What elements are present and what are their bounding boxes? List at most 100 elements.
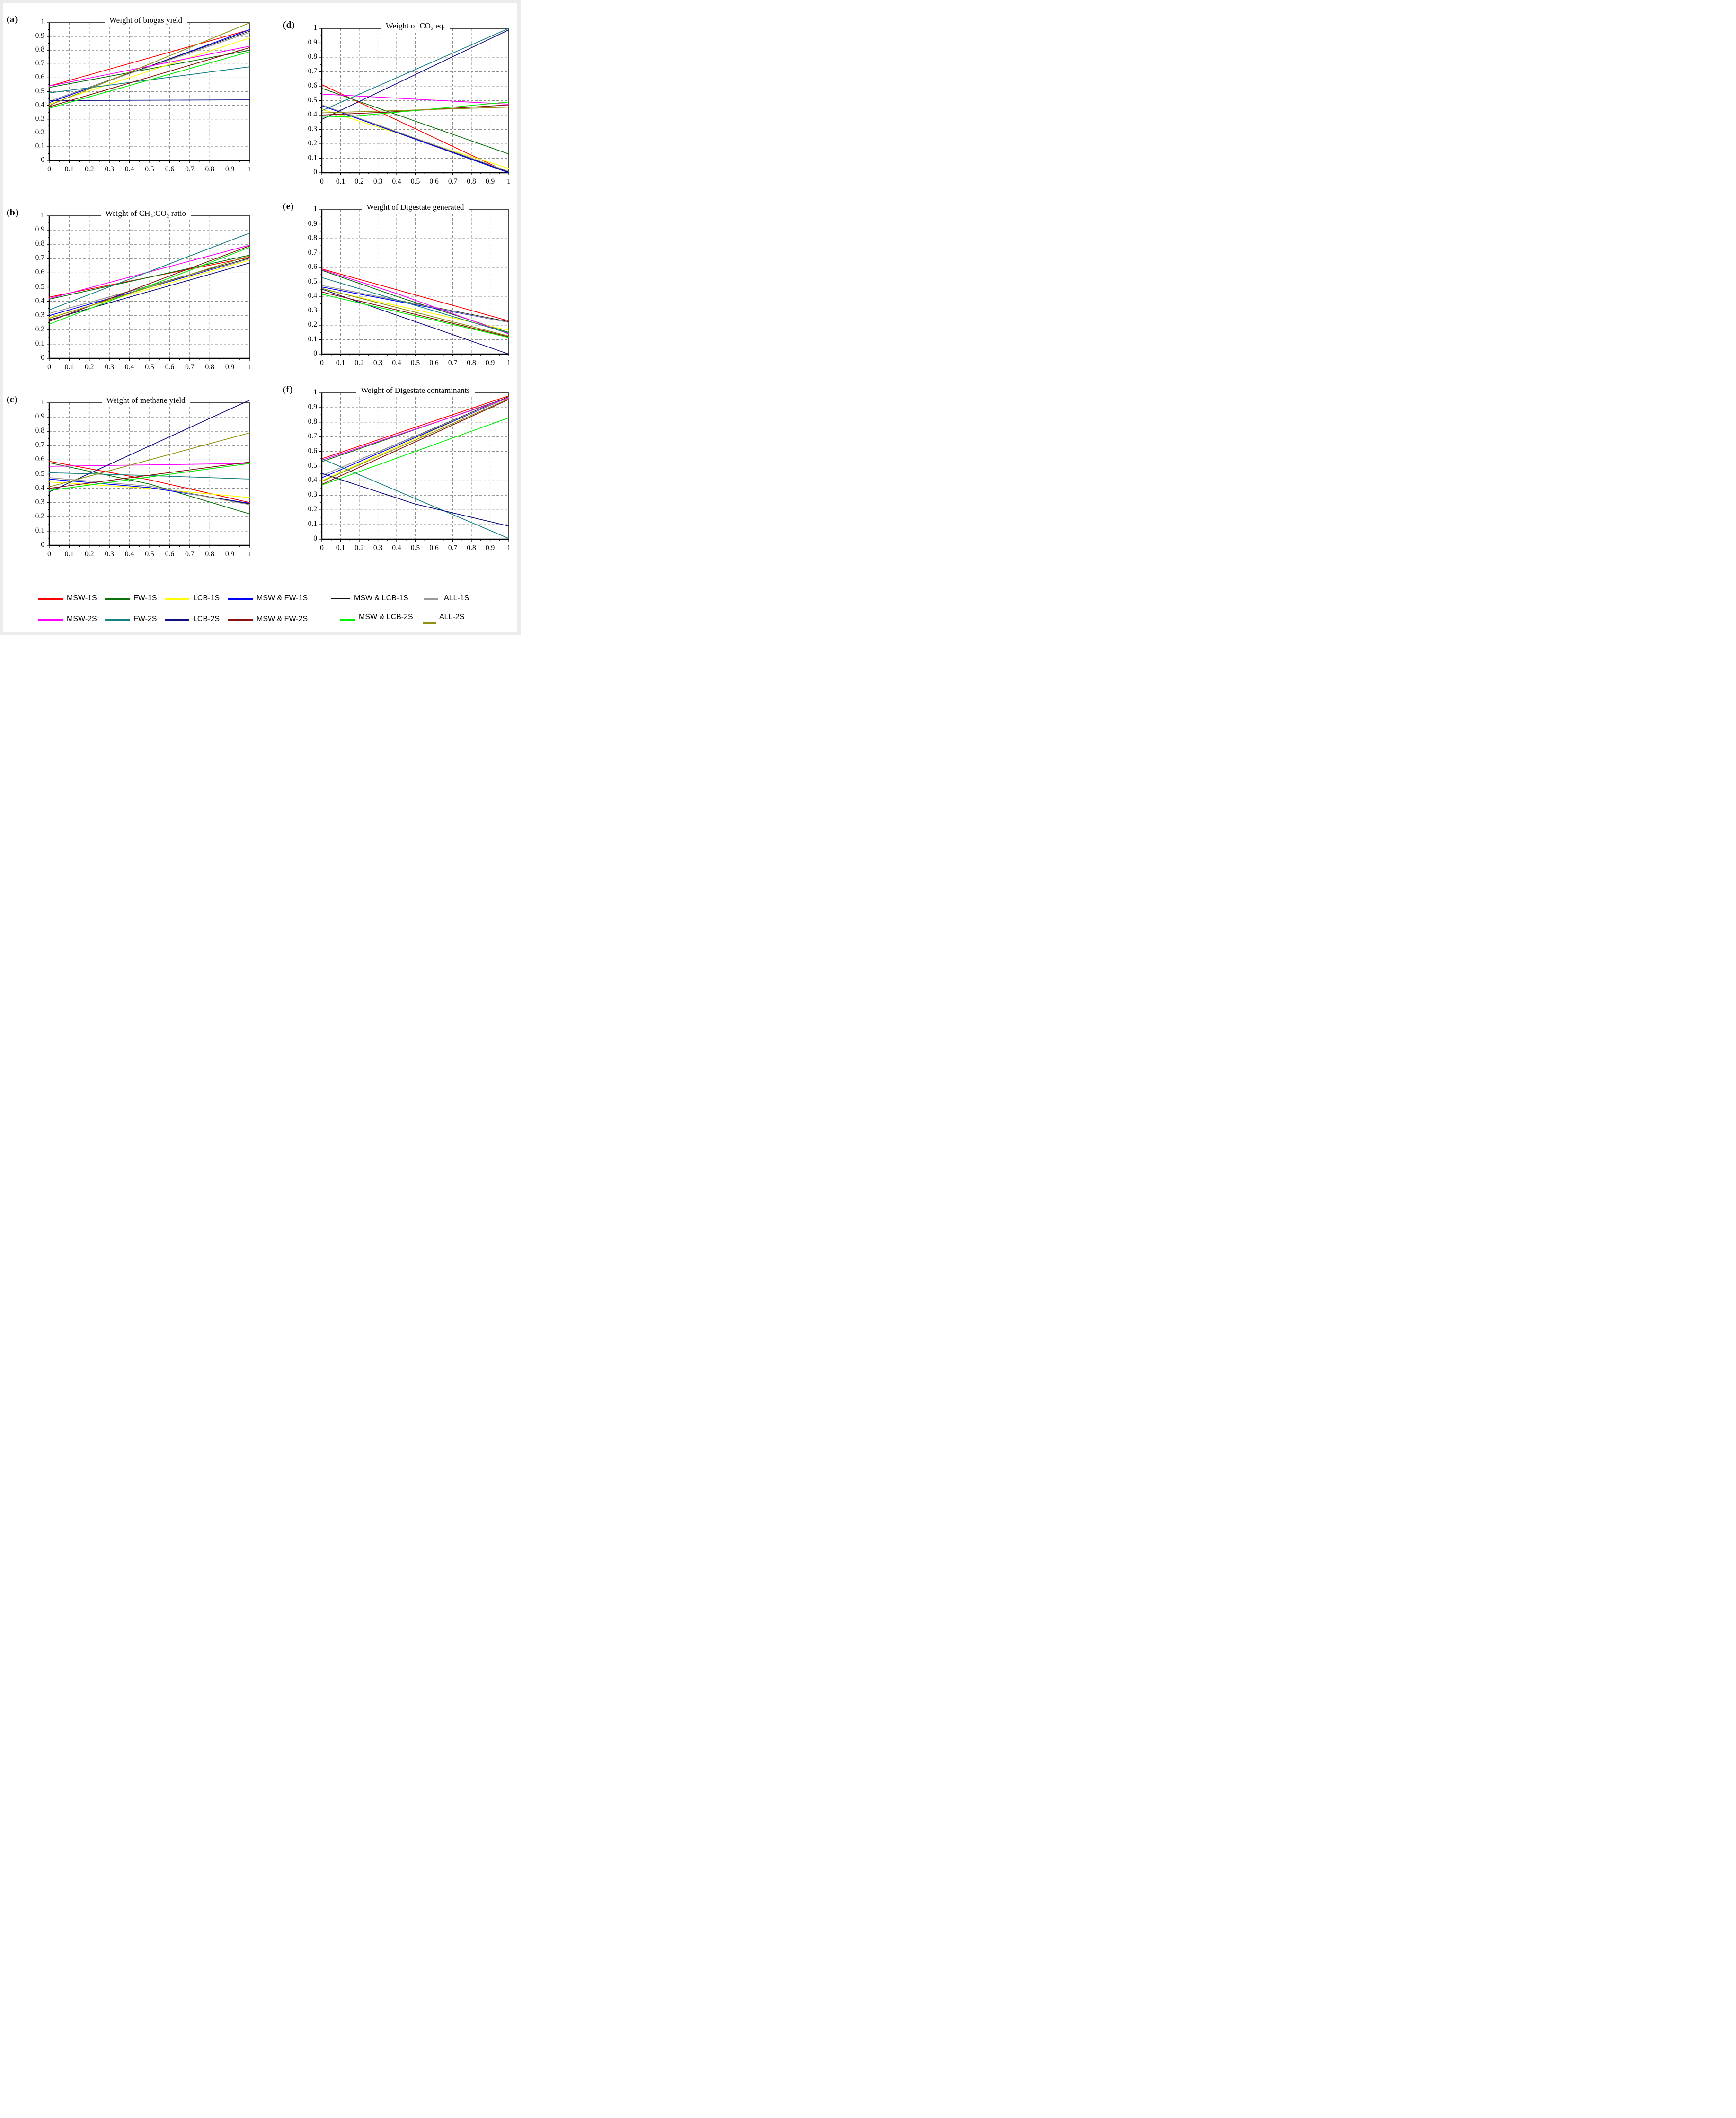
x-tick-label: 0.5 xyxy=(145,550,154,558)
chart-b xyxy=(47,215,250,361)
y-tick-label: 0.4 xyxy=(308,292,317,300)
y-tick-label: 0.5 xyxy=(35,282,44,291)
y-tick-label: 0.6 xyxy=(308,446,317,455)
x-tick-label: 0.1 xyxy=(336,359,345,367)
legend-swatch-ALL-1S xyxy=(424,598,438,600)
series-line-FW-1S xyxy=(49,50,250,88)
y-tick-label: 0.3 xyxy=(35,498,44,506)
chart-e xyxy=(319,209,509,356)
y-tick-label: 0.1 xyxy=(35,339,44,347)
y-tick-label: 0.8 xyxy=(35,427,44,435)
y-tick-label: 0.7 xyxy=(35,254,44,262)
x-tick-label: 0.8 xyxy=(467,178,476,186)
chart-title-e: Weight of Digestate generated xyxy=(362,202,469,213)
x-tick-label: 0.7 xyxy=(448,544,458,552)
x-tick-label: 0.8 xyxy=(205,165,214,173)
y-tick-label: 0.9 xyxy=(308,402,317,411)
y-tick-label: 0.3 xyxy=(308,490,317,499)
chart-d xyxy=(319,28,509,175)
legend-label-MSW-2S: MSW-2S xyxy=(67,615,97,623)
legend-swatch-MSW-and-LCB-2S xyxy=(340,619,355,621)
panel-label-f: (f) xyxy=(283,384,293,395)
series-line-MSW-2S xyxy=(49,463,250,467)
y-tick-label: 0.8 xyxy=(308,53,317,61)
chart-title-b: Weight of CH₄:CO₂ ratio xyxy=(100,208,191,219)
series-line-ALL-2S xyxy=(49,432,250,488)
y-tick-label: 1 xyxy=(41,18,44,26)
x-tick-label: 1 xyxy=(507,359,511,367)
x-tick-label: 0.8 xyxy=(467,359,476,367)
y-tick-label: 0.2 xyxy=(308,139,317,147)
x-tick-label: 0.2 xyxy=(354,544,364,552)
legend-swatch-FW-2S xyxy=(105,619,130,621)
x-tick-label: 0.5 xyxy=(410,178,420,186)
panel-label-d: (d) xyxy=(283,20,295,30)
x-tick-label: 0.7 xyxy=(185,165,195,173)
x-tick-label: 0.5 xyxy=(410,359,420,367)
series-line-FW-2S xyxy=(321,28,509,111)
panel-label-e: (e) xyxy=(283,201,294,212)
legend-swatch-LCB-1S xyxy=(165,598,189,600)
legend-label-MSW-and-FW-1S: MSW & FW-1S xyxy=(257,594,308,602)
x-tick-label: 0 xyxy=(47,550,51,558)
y-tick-label: 0.6 xyxy=(308,81,317,89)
series-line-MSW-1S xyxy=(321,268,509,321)
legend-swatch-MSW-2S xyxy=(38,619,63,621)
x-tick-label: 0.1 xyxy=(64,165,74,173)
x-tick-label: 0.5 xyxy=(410,544,420,552)
series-line-FW-2S xyxy=(49,232,250,311)
chart-title-a: Weight of biogas yield xyxy=(105,15,187,26)
series-line-ALL-2S xyxy=(49,255,250,319)
legend-label-LCB-2S: LCB-2S xyxy=(193,615,220,623)
x-tick-label: 0.2 xyxy=(354,359,364,367)
legend-label-MSW-and-LCB-1S: MSW & LCB-1S xyxy=(354,594,408,602)
panel-label-b: (b) xyxy=(7,207,18,218)
x-tick-label: 0.9 xyxy=(485,359,495,367)
series-line-MSW-and-FW-2S xyxy=(321,292,509,338)
series-line-ALL-2S xyxy=(49,22,250,106)
series-line-MSW-and-FW-1S xyxy=(321,105,509,173)
legend-label-MSW-and-LCB-2S: MSW & LCB-2S xyxy=(359,613,413,621)
legend-label-ALL-1S: ALL-1S xyxy=(444,594,469,602)
legend-label-MSW-1S: MSW-1S xyxy=(67,594,97,602)
legend-label-ALL-2S: ALL-2S xyxy=(439,613,465,621)
x-tick-label: 0.1 xyxy=(336,544,345,552)
y-tick-label: 0.5 xyxy=(35,87,44,95)
y-tick-label: 0.6 xyxy=(35,73,44,81)
x-tick-label: 0.8 xyxy=(467,544,476,552)
x-tick-label: 0.2 xyxy=(85,550,94,558)
x-tick-label: 0.8 xyxy=(205,550,214,558)
series-line-LCB-2S xyxy=(49,400,250,492)
x-tick-label: 0.1 xyxy=(336,178,345,186)
y-tick-label: 0.2 xyxy=(35,512,44,520)
y-tick-label: 0.2 xyxy=(308,505,317,514)
series-line-MSW-1S xyxy=(49,29,250,87)
series-line-ALL-2S xyxy=(321,288,509,337)
y-tick-label: 0.5 xyxy=(308,277,317,285)
y-tick-label: 0.1 xyxy=(308,153,317,162)
legend-label-MSW-and-FW-2S: MSW & FW-2S xyxy=(257,615,308,623)
y-tick-label: 0 xyxy=(41,156,44,164)
series-line-MSW-and-FW-2S xyxy=(321,104,509,116)
legend-swatch-LCB-2S xyxy=(165,619,189,621)
y-tick-label: 0.1 xyxy=(308,520,317,528)
x-tick-label: 0 xyxy=(320,359,324,367)
x-tick-label: 0.6 xyxy=(429,359,439,367)
x-tick-label: 0.3 xyxy=(373,359,383,367)
y-tick-label: 0.7 xyxy=(35,441,44,449)
panel-label-c: (c) xyxy=(7,394,18,405)
x-tick-label: 0 xyxy=(47,165,51,173)
legend-swatch-MSW-and-FW-1S xyxy=(228,598,253,600)
series-line-FW-2S xyxy=(321,458,509,539)
y-tick-label: 0.5 xyxy=(308,461,317,470)
series-line-LCB-2S xyxy=(321,473,509,527)
x-tick-label: 0.5 xyxy=(145,165,154,173)
x-tick-label: 0.3 xyxy=(373,178,383,186)
y-tick-label: 0.5 xyxy=(35,469,44,478)
series-line-MSW-and-FW-2S xyxy=(49,47,250,107)
y-tick-label: 1 xyxy=(313,205,317,213)
x-tick-label: 0 xyxy=(320,178,324,186)
y-tick-label: 0.2 xyxy=(308,320,317,329)
y-tick-label: 0.8 xyxy=(308,417,317,426)
series-line-MSW-and-LCB-2S xyxy=(49,463,250,491)
